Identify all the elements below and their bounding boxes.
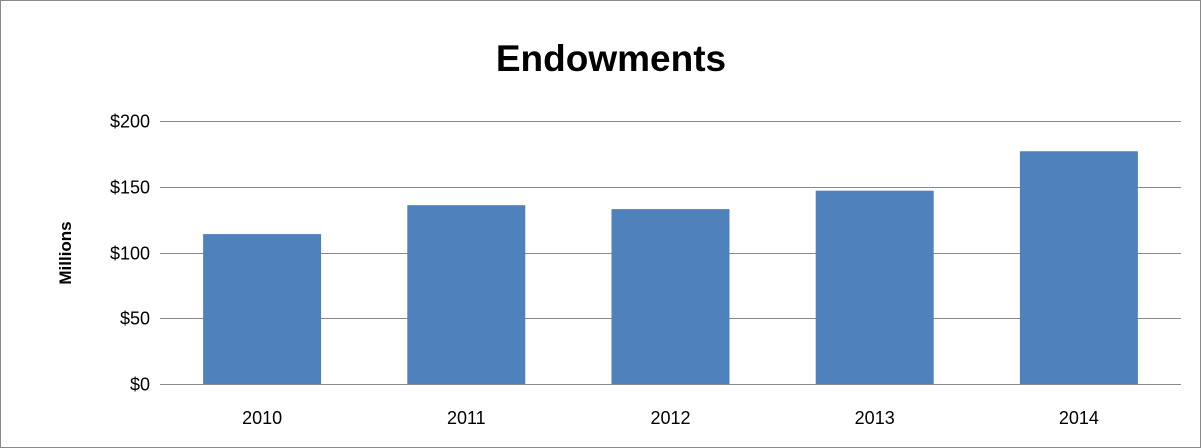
x-tick-label: 2012 — [650, 408, 690, 428]
y-tick-label: $50 — [120, 309, 150, 329]
x-tick-label: 2011 — [447, 408, 486, 428]
bar-2013 — [815, 190, 934, 384]
chart-title: Endowments — [496, 38, 726, 79]
y-tick-label: $100 — [110, 244, 150, 264]
y-tick-label: $200 — [110, 112, 150, 132]
y-axis-label: Millions — [56, 221, 75, 284]
bar-2014 — [1019, 151, 1138, 384]
x-tick-label: 2013 — [855, 408, 895, 428]
x-tick-labels: 2010 2011 2012 2013 2014 — [242, 408, 1099, 428]
y-tick-label: $0 — [130, 375, 150, 395]
x-tick-label: 2010 — [242, 408, 282, 428]
y-tick-labels: $0 $50 $100 $150 $200 — [110, 112, 150, 395]
x-tick-label: 2014 — [1059, 408, 1099, 428]
y-tick-label: $150 — [110, 178, 150, 198]
bar-2012 — [611, 209, 730, 384]
bar-2010 — [203, 234, 322, 384]
bars — [203, 151, 1138, 384]
bar-2011 — [407, 205, 526, 384]
